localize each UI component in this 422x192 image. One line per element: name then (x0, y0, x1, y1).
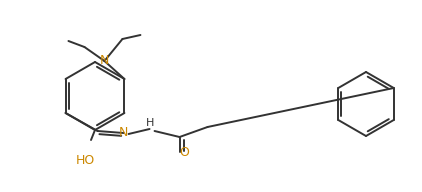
Text: H: H (146, 118, 155, 128)
Text: N: N (119, 126, 128, 138)
Text: N: N (100, 55, 109, 68)
Text: O: O (180, 146, 189, 159)
Text: HO: HO (76, 154, 95, 167)
